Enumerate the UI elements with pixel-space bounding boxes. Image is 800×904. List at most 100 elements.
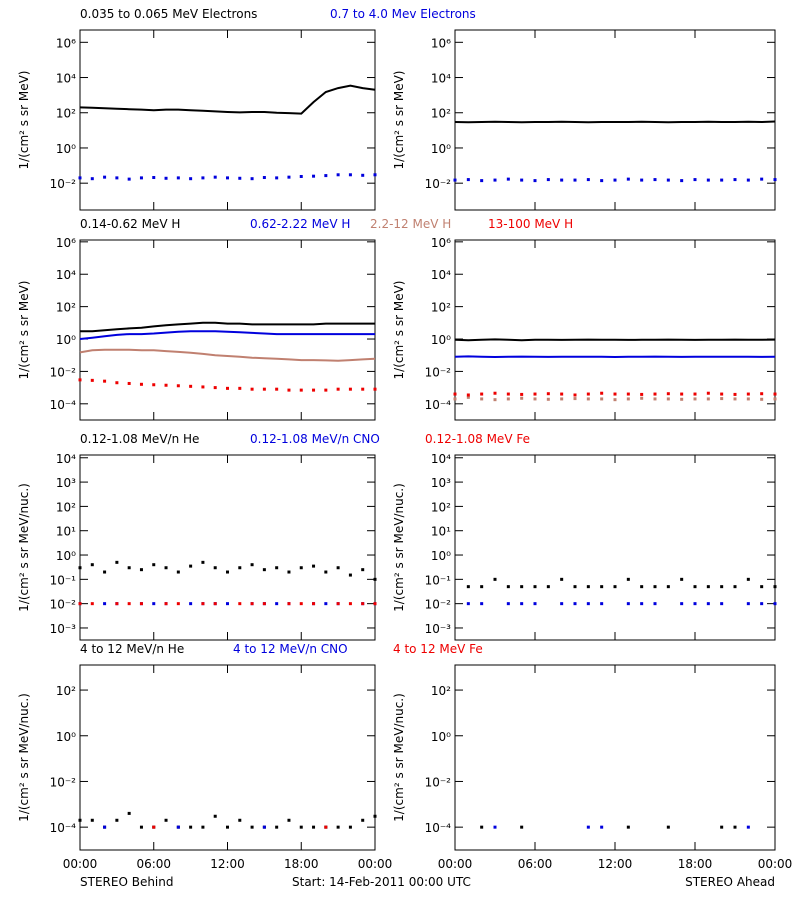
y-axis-label: 1/(cm² s sr MeV) xyxy=(392,281,406,380)
y-tick-label: 10⁻¹ xyxy=(425,573,452,587)
data-point xyxy=(250,177,254,181)
y-tick-label: 10² xyxy=(56,107,76,121)
data-point xyxy=(666,397,670,401)
data-point xyxy=(115,560,119,564)
data-point xyxy=(706,178,710,182)
data-point xyxy=(573,178,577,182)
data-point xyxy=(238,176,242,180)
data-point xyxy=(493,391,497,395)
data-point xyxy=(493,178,497,182)
data-point xyxy=(506,602,510,606)
data-point xyxy=(480,397,484,401)
data-point xyxy=(746,825,750,829)
data-point xyxy=(238,602,242,606)
data-point xyxy=(693,397,697,401)
data-point xyxy=(520,585,524,589)
data-point xyxy=(760,177,764,181)
y-tick-label: 10⁶ xyxy=(56,236,76,250)
data-point xyxy=(613,585,617,589)
data-point xyxy=(626,397,630,401)
y-tick-label: 10¹ xyxy=(56,525,76,539)
data-point xyxy=(453,178,457,182)
data-point xyxy=(560,397,564,401)
data-point xyxy=(680,602,684,606)
data-point xyxy=(466,602,470,606)
data-point xyxy=(115,381,119,385)
data-point xyxy=(115,818,119,822)
data-point xyxy=(115,602,119,606)
data-point xyxy=(693,585,697,589)
data-point xyxy=(533,585,537,589)
data-point xyxy=(373,387,377,391)
legend-label: 0.035 to 0.065 MeV Electrons xyxy=(80,7,257,21)
data-point xyxy=(533,392,537,396)
data-point xyxy=(733,585,737,589)
data-point xyxy=(324,602,328,606)
data-point xyxy=(626,825,630,829)
data-point xyxy=(115,176,119,180)
data-point xyxy=(586,585,590,589)
data-point xyxy=(299,825,303,829)
data-point xyxy=(626,577,630,581)
data-point xyxy=(250,387,254,391)
data-point xyxy=(466,178,470,182)
y-tick-label: 10⁻² xyxy=(425,598,452,612)
data-point xyxy=(250,825,254,829)
y-axis-label: 1/(cm² s sr MeV/nuc.) xyxy=(17,693,31,822)
data-point xyxy=(262,387,266,391)
y-tick-label: 10⁰ xyxy=(56,549,76,563)
data-point xyxy=(773,585,777,589)
data-point xyxy=(348,573,352,577)
data-point xyxy=(164,566,168,570)
data-point xyxy=(506,397,510,401)
y-axis-label: 1/(cm² s sr MeV) xyxy=(392,71,406,170)
y-tick-label: 10⁻² xyxy=(425,775,452,789)
data-point xyxy=(706,602,710,606)
plot-frame xyxy=(454,664,776,851)
data-point xyxy=(520,396,524,400)
data-point xyxy=(361,602,365,606)
data-point xyxy=(720,392,724,396)
y-tick-label: 10⁰ xyxy=(56,333,76,347)
data-point xyxy=(348,387,352,391)
data-point xyxy=(189,602,193,606)
data-point xyxy=(361,818,365,822)
y-tick-label: 10⁻² xyxy=(50,177,77,191)
y-tick-label: 10⁶ xyxy=(431,236,451,250)
data-point xyxy=(666,585,670,589)
data-point xyxy=(480,602,484,606)
data-point xyxy=(573,602,577,606)
data-point xyxy=(680,577,684,581)
data-point xyxy=(626,177,630,181)
y-tick-label: 10⁴ xyxy=(56,268,76,282)
data-point xyxy=(152,825,156,829)
data-point xyxy=(152,563,156,567)
data-point xyxy=(613,392,617,396)
data-point xyxy=(773,397,777,401)
data-point xyxy=(213,175,217,179)
data-point xyxy=(139,568,143,572)
x-tick-label: 18:00 xyxy=(678,857,713,871)
y-axis-label: 1/(cm² s sr MeV/nuc.) xyxy=(17,483,31,612)
data-point xyxy=(733,397,737,401)
x-tick-label: 06:00 xyxy=(136,857,171,871)
y-axis-label: 1/(cm² s sr MeV/nuc.) xyxy=(392,483,406,612)
series-line xyxy=(454,338,776,342)
data-point xyxy=(653,392,657,396)
data-point xyxy=(453,392,457,396)
data-point xyxy=(127,381,131,385)
data-point xyxy=(373,173,377,177)
data-point xyxy=(493,398,497,402)
data-point xyxy=(680,397,684,401)
data-point xyxy=(600,179,604,183)
series-line xyxy=(79,84,376,115)
data-point xyxy=(287,818,291,822)
data-point xyxy=(520,392,524,396)
data-point xyxy=(480,179,484,183)
legend-label: 4 to 12 MeV Fe xyxy=(393,642,483,656)
data-point xyxy=(262,568,266,572)
y-tick-label: 10¹ xyxy=(431,525,451,539)
y-tick-label: 10⁻³ xyxy=(50,622,77,636)
data-point xyxy=(693,392,697,396)
y-tick-label: 10⁻⁴ xyxy=(425,398,452,412)
